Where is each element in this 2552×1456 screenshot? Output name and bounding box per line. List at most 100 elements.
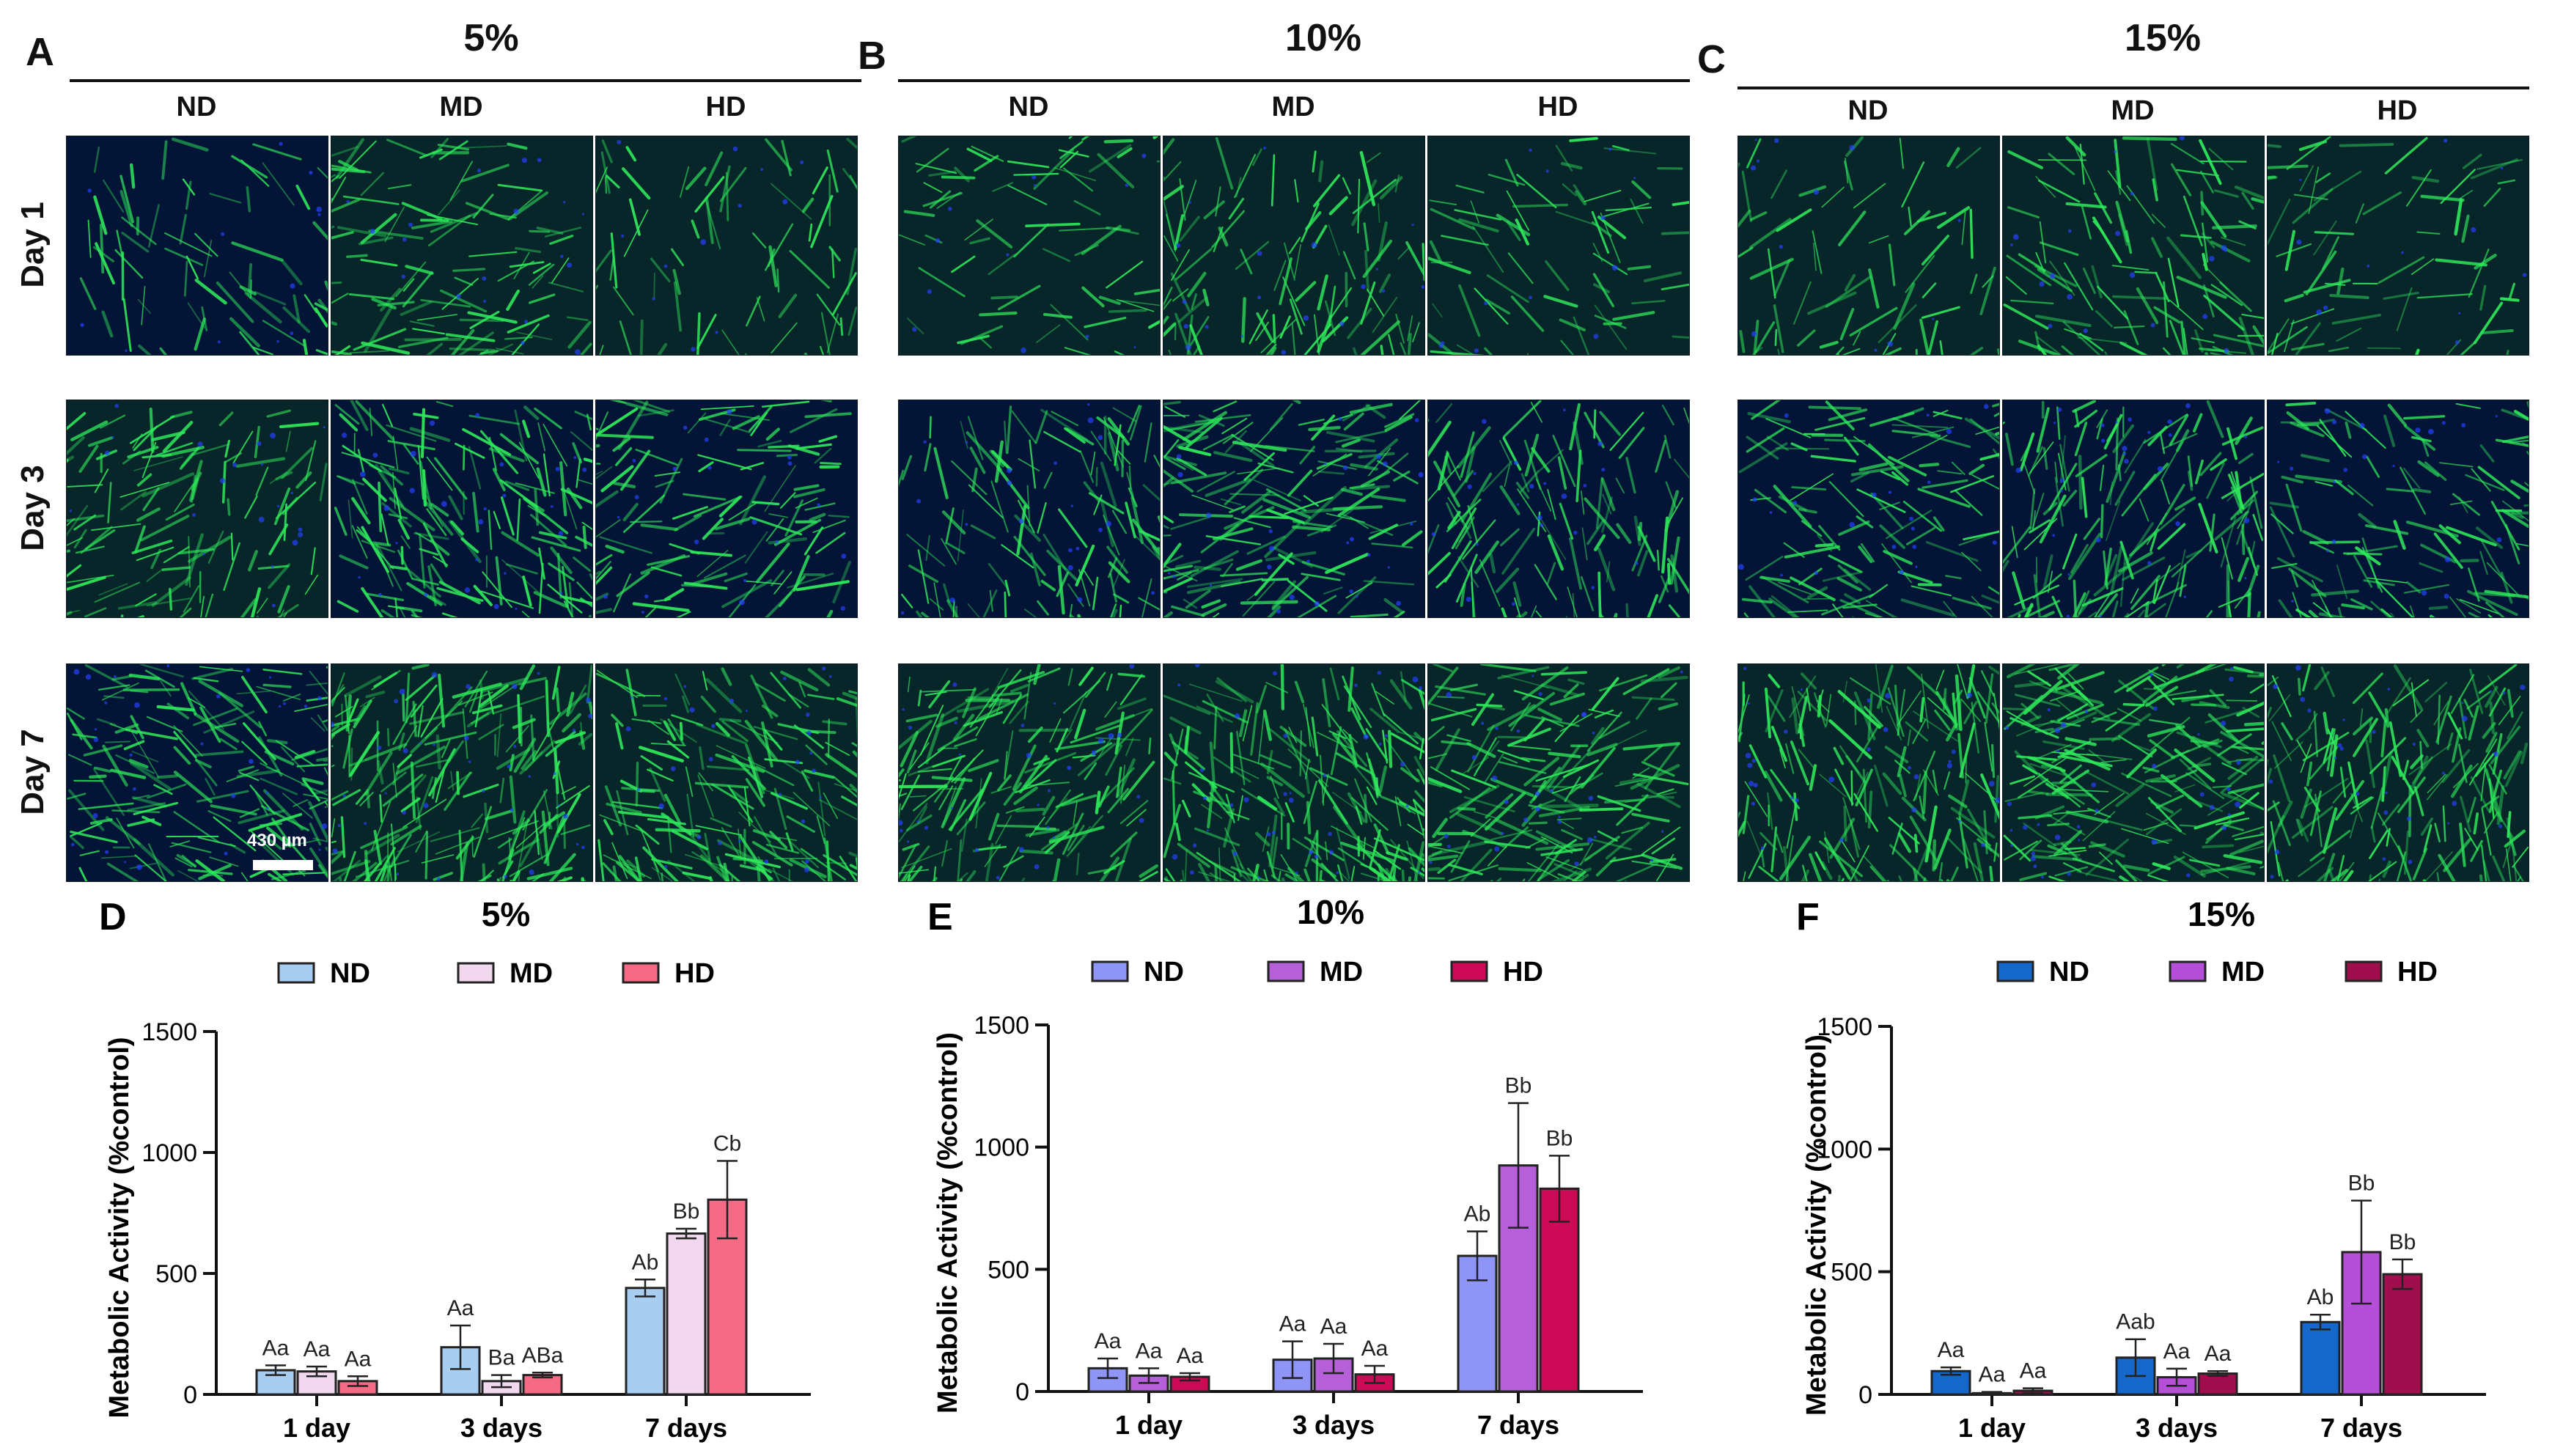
y-axis-label: Metabolic Activity (%control) [1801,1034,1832,1416]
fluorescence-image-art [1428,136,1689,355]
legend-swatch-md [1267,960,1305,982]
fluorescence-image [595,400,858,618]
fluorescence-image-art [1163,664,1424,881]
fluorescence-image-art [331,664,592,881]
significance-label: Ba [488,1346,515,1370]
significance-label: Aab [2116,1310,2155,1334]
fluorescence-image-art [2003,400,2264,617]
column-header-hd: HD [2377,95,2418,126]
fluorescence-image [331,136,593,356]
fluorescence-image-art [2268,400,2529,617]
x-tick-label: 1 day [283,1413,350,1443]
significance-label: Aa [262,1336,290,1360]
legend-label-hd: HD [674,958,715,989]
significance-label: Aa [345,1347,372,1371]
fluorescence-image-art [1428,400,1689,617]
y-tick-label: 500 [155,1260,197,1288]
fluorescence-image [66,136,328,356]
x-tick-label: 1 day [1115,1410,1183,1440]
y-tick-label: 500 [1831,1259,1872,1287]
legend-swatch-md [457,962,495,984]
fluorescence-image [2267,400,2529,618]
chart-letter: D [99,896,127,938]
fluorescence-image [1738,663,2000,882]
fluorescence-image [66,663,328,882]
legend-swatch-nd [1091,960,1129,982]
fluorescence-image-art [1738,664,1999,881]
column-header-md: MD [2111,95,2155,126]
fluorescence-image [595,136,858,356]
significance-label: Ab [2307,1285,2334,1309]
significance-label: Aa [1095,1329,1122,1353]
fluorescence-image-art [596,664,857,881]
x-tick-label: 3 days [460,1413,543,1443]
y-tick-label: 1500 [141,1018,197,1046]
bar-nd [2300,1320,2341,1396]
y-axis-label: Metabolic Activity (%control) [104,1037,135,1418]
chart-letter: F [1796,896,1820,938]
significance-label: Aa [1279,1312,1306,1336]
y-tick-label: 1000 [141,1139,197,1167]
column-header-nd: ND [1008,92,1049,122]
significance-label: Aa [1361,1336,1389,1361]
significance-label: Ab [1464,1202,1491,1227]
fluorescence-image-art [67,664,328,881]
fluorescence-image [2002,136,2265,356]
x-tick-label: 3 days [2136,1413,2218,1443]
fluorescence-image-art [67,400,328,617]
significance-label: Aa [447,1296,474,1320]
significance-label: Cb [713,1132,741,1156]
chart-title: 10% [1297,893,1364,931]
panel-title: 5% [463,17,519,59]
significance-label: Aa [1136,1339,1163,1363]
legend-swatch-md [2169,960,2207,982]
fluorescence-image [1163,400,1425,618]
significance-label: Bb [1546,1126,1573,1150]
scale-bar [253,860,313,870]
panel-title-rule [1738,87,2529,89]
bar-nd [625,1287,666,1396]
legend-label-hd: HD [2397,957,2438,988]
bar-md [666,1232,707,1396]
scale-bar-label: 430 µm [247,831,307,850]
y-tick-label: 0 [183,1381,197,1409]
legend-label-md: MD [510,958,553,989]
panel-title-rule [898,79,1690,82]
legend-label-md: MD [2221,957,2265,988]
fluorescence-image [1427,663,1690,882]
legend-label-nd: ND [1144,957,1184,988]
y-tick-label: 1500 [1817,1013,1872,1041]
panel-title-rule [70,79,861,82]
fluorescence-image [1163,663,1425,882]
fluorescence-image-art [1738,136,1999,355]
fluorescence-image [1427,400,1690,618]
y-tick-label: 500 [988,1256,1029,1284]
fluorescence-image [595,663,858,882]
fluorescence-image-art [2003,664,2264,881]
fluorescence-image [898,400,1161,618]
fluorescence-image [2267,663,2529,882]
legend-label-md: MD [1320,957,1363,988]
significance-label: Bb [2348,1172,2375,1196]
legend-label-hd: HD [1503,957,1543,988]
significance-label: ABa [522,1343,564,1367]
legend-swatch-nd [277,962,315,984]
x-tick-label: 7 days [645,1413,727,1443]
panel-title: 10% [1284,17,1362,59]
panel-letter-B: B [858,34,886,78]
x-tick-label: 3 days [1292,1410,1375,1440]
legend-swatch-nd [1996,960,2034,982]
fluorescence-image [331,663,593,882]
y-tick-label: 0 [1858,1381,1872,1409]
significance-label: Aa [1320,1315,1347,1339]
fluorescence-image-art [1738,400,1999,617]
legend-swatch-hd [1450,960,1488,982]
significance-label: Aa [2204,1342,2232,1366]
fluorescence-image-art [1428,664,1689,881]
significance-label: Aa [1938,1338,1965,1362]
legend-swatch-hd [2345,960,2383,982]
fluorescence-image-art [1163,136,1424,355]
significance-label: Aa [1979,1363,2006,1387]
